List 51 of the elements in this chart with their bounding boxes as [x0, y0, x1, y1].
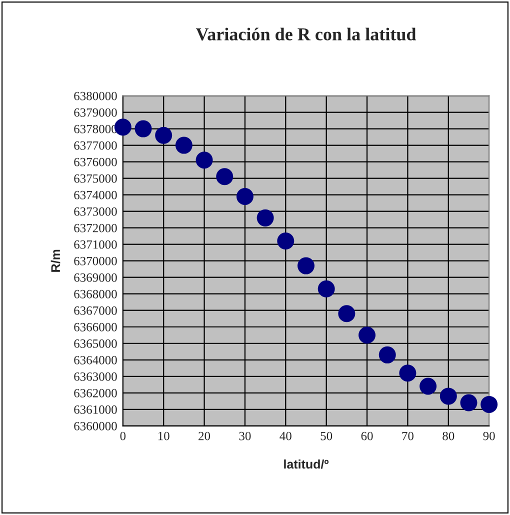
y-tick-label: 6361000 — [74, 405, 117, 414]
point — [318, 280, 335, 298]
y-tick-label: 6372000 — [74, 224, 117, 232]
y-tick-label: 6377000 — [74, 141, 117, 150]
point — [460, 394, 478, 412]
point — [155, 126, 172, 144]
x-tick-label: 40 — [280, 432, 292, 440]
point — [440, 388, 457, 405]
x-tick-label: 60 — [361, 432, 373, 440]
x-tick-label: 90 — [483, 432, 495, 440]
y-tick-label: 6362000 — [74, 388, 117, 398]
y-tick-label: 6370000 — [74, 256, 117, 266]
y-tick-label: 6374000 — [74, 190, 117, 200]
y-tick-label: 6376000 — [74, 158, 117, 166]
x-tick-label: 10 — [158, 432, 170, 440]
point — [175, 136, 192, 154]
point — [216, 168, 234, 186]
y-axis-title: R/m — [50, 250, 60, 272]
y-tick-label: 6371000 — [74, 240, 117, 249]
x-tick-label: 50 — [320, 432, 332, 440]
x-tick-label: 20 — [198, 432, 210, 440]
x-tick-label: 30 — [239, 432, 251, 440]
y-tick-label: 6368000 — [74, 290, 117, 298]
y-tick-label: 6369000 — [74, 273, 117, 282]
y-tick-label: 6375000 — [74, 174, 117, 183]
y-tick-label: 6379000 — [74, 108, 117, 117]
x-tick-label: 70 — [402, 432, 414, 440]
point — [256, 209, 274, 226]
y-tick-label: 6360000 — [74, 422, 117, 430]
y-tick-label: 6364000 — [74, 356, 117, 364]
point — [338, 305, 356, 322]
point — [297, 257, 315, 274]
x-tick-label: 80 — [442, 432, 454, 440]
point — [134, 120, 152, 138]
y-tick-label: 6367000 — [74, 306, 117, 315]
y-tick-label: 6363000 — [74, 372, 117, 381]
point — [399, 364, 416, 382]
x-tick-label: 0 — [120, 432, 126, 440]
point — [236, 188, 254, 205]
chart-title: Variación de R con la latitud — [196, 28, 416, 41]
point — [358, 326, 376, 344]
point — [480, 396, 498, 413]
y-tick-label: 6365000 — [74, 339, 117, 348]
point — [420, 378, 437, 395]
point — [196, 152, 213, 169]
y-tick-label: 6373000 — [74, 207, 117, 216]
y-tick-label: 6366000 — [74, 322, 117, 332]
x-axis-title: latitud/º — [284, 459, 329, 469]
point — [378, 346, 396, 364]
point — [277, 232, 294, 250]
y-tick-label: 6380000 — [74, 92, 117, 100]
